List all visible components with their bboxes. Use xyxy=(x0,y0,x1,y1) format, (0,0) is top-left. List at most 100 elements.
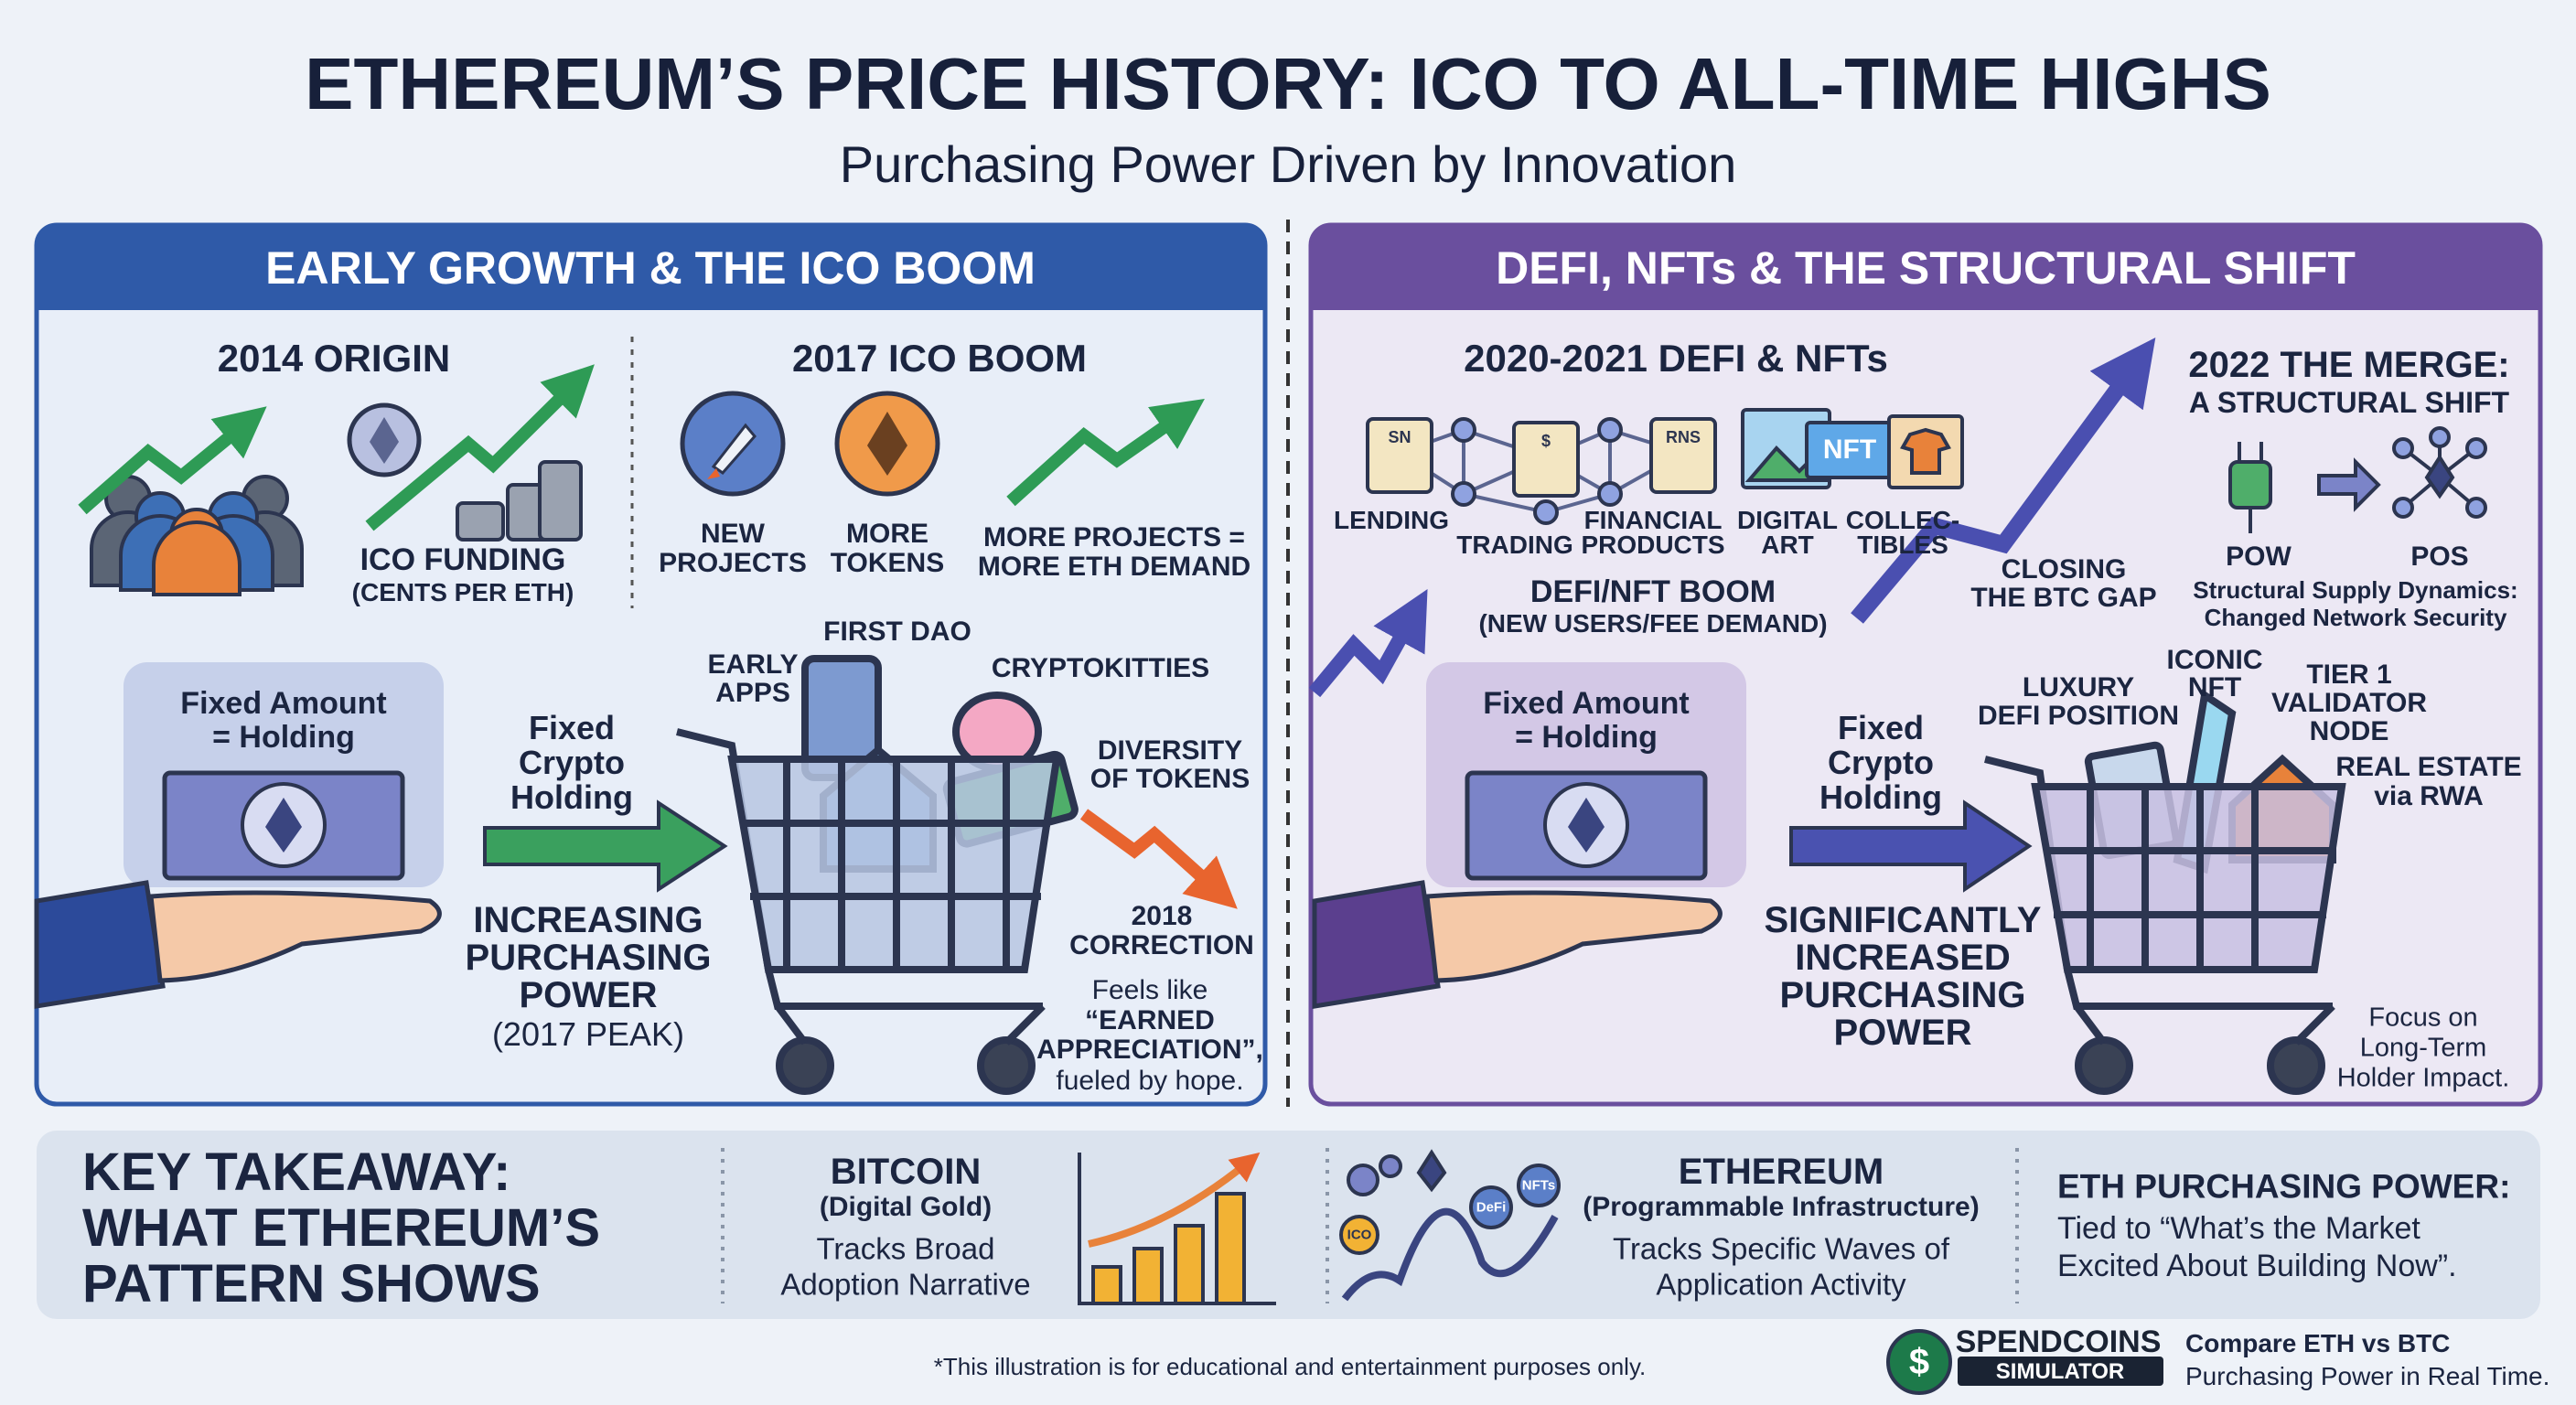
tagline: Compare ETH vs BTC xyxy=(2185,1329,2451,1357)
defi-label: PRODUCTS xyxy=(1581,531,1725,559)
panel-title: EARLY GROWTH & THE ICO BOOM xyxy=(265,242,1036,294)
arrow-label: Fixed xyxy=(1837,709,1925,746)
merge-icons xyxy=(2424,454,2455,499)
defi-label: LENDING xyxy=(1334,506,1449,534)
takeaway-band xyxy=(721,1148,2019,1303)
bitcoin-chart xyxy=(1078,1152,1276,1305)
defi-network xyxy=(1900,427,1951,475)
ethereum-waves xyxy=(1517,1164,1561,1207)
defi-network xyxy=(1533,499,1559,525)
defi-label: COLLEC- xyxy=(1845,506,1960,534)
focus-note: Long-Term xyxy=(2359,1033,2487,1063)
tagline: Purchasing Power in Real Time. xyxy=(2185,1362,2550,1390)
boom-label: DEFI/NFT BOOM xyxy=(1530,574,1776,609)
item-label: NEW xyxy=(701,519,765,549)
brand-symbol: $ xyxy=(1908,1342,1930,1382)
eth-token-coin xyxy=(834,391,940,497)
takeaway-heading: WHAT ETHEREUM’S xyxy=(82,1198,601,1258)
cart xyxy=(2073,1003,2335,1046)
right-panel xyxy=(1311,225,2540,310)
takeaway-desc: Excited About Building Now”. xyxy=(2057,1249,2457,1283)
icon-text: DeFi xyxy=(1476,1199,1507,1216)
arrow-label: Holding xyxy=(510,778,633,816)
cart xyxy=(774,1003,1046,1046)
cart xyxy=(676,655,1079,1095)
hand xyxy=(1312,880,1723,1009)
takeaway-name: BITCOIN xyxy=(830,1152,982,1192)
people-icon xyxy=(152,520,242,596)
ethereum-waves xyxy=(1347,1164,1379,1196)
hand xyxy=(1312,880,1441,1009)
cart-label: ICONIC xyxy=(2166,645,2263,675)
box-label: = Holding xyxy=(1515,720,1658,755)
hand xyxy=(1424,890,1723,983)
correction-arrow xyxy=(1079,809,1238,909)
box-label: = Holding xyxy=(212,720,355,755)
defi-label: TRADING xyxy=(1456,531,1573,559)
eth-coin xyxy=(347,402,422,477)
cart-label: VALIDATOR xyxy=(2271,688,2427,718)
takeaway-tag: (Digital Gold) xyxy=(819,1192,993,1222)
cart xyxy=(2045,787,2335,970)
cart xyxy=(741,759,1050,970)
quote: Feels like xyxy=(1091,975,1208,1005)
item-label: TOKENS xyxy=(830,548,945,578)
arrow-label: Crypto xyxy=(1828,744,1934,781)
cart-label: NODE xyxy=(2309,716,2389,746)
merge-icons xyxy=(2465,497,2487,519)
boom-label: (NEW USERS/FEE DEMAND) xyxy=(1478,609,1828,638)
defi-network xyxy=(1366,408,1964,525)
merge-icons xyxy=(2317,457,2381,512)
cart-label: DIVERSITY xyxy=(1097,735,1243,766)
defi-network xyxy=(1597,417,1623,443)
merge-icons xyxy=(2228,460,2272,509)
takeaway-band xyxy=(37,1131,2540,1319)
bitcoin-chart xyxy=(1091,1265,1122,1305)
box-label: Fixed Amount xyxy=(180,686,387,721)
left-panel xyxy=(37,225,1265,310)
bitcoin-chart xyxy=(1215,1192,1246,1305)
hand xyxy=(34,880,442,1009)
eth-token-coin xyxy=(867,412,907,476)
cart-label: DEFI POSITION xyxy=(1977,701,2180,731)
hand xyxy=(148,890,442,983)
item-label: PROJECTS xyxy=(659,548,807,578)
merge-icons xyxy=(2392,497,2414,519)
icon-text: ICO xyxy=(1347,1227,1372,1243)
icon-text: SN xyxy=(1388,428,1411,446)
bitcoin-chart xyxy=(1078,1153,1276,1305)
defi-network xyxy=(1451,481,1476,507)
icon-text: NFTs xyxy=(1521,1177,1556,1194)
focus-note: Holder Impact. xyxy=(2336,1063,2510,1093)
ethereum-waves xyxy=(1339,1215,1379,1255)
merge-label: POS xyxy=(2410,542,2469,572)
rocket-coin xyxy=(680,391,786,497)
flow-arrow xyxy=(1789,799,2033,893)
defi-label: FINANCIAL xyxy=(1583,506,1723,534)
result: INCREASING xyxy=(473,900,703,940)
merge-caption: Changed Network Security xyxy=(2204,604,2507,631)
bitcoin-chart xyxy=(1132,1247,1164,1305)
defi-label: TIBLES xyxy=(1857,531,1948,559)
takeaway-desc: Tied to “What’s the Market xyxy=(2057,1211,2420,1246)
takeaway-desc: Tracks Specific Waves of xyxy=(1613,1231,1949,1266)
cart-label: REAL ESTATE xyxy=(2335,752,2522,782)
box-label: Fixed Amount xyxy=(1483,686,1690,721)
ethereum-waves xyxy=(1341,1207,1559,1302)
bitcoin-chart xyxy=(1174,1224,1205,1305)
item-label: MORE xyxy=(846,519,928,549)
cart xyxy=(776,1036,834,1095)
arrow-label: Holding xyxy=(1819,778,1942,816)
takeaway-desc: Tracks Broad xyxy=(816,1231,995,1266)
quote: APPRECIATION”, xyxy=(1036,1035,1263,1065)
defi-network xyxy=(1597,481,1623,507)
defi-network xyxy=(1366,417,1433,494)
section-heading: 2014 ORIGIN xyxy=(217,337,451,380)
item-label: MORE ETH DEMAND xyxy=(977,552,1251,582)
caption: ICO FUNDING xyxy=(360,542,566,577)
merge-icons xyxy=(2465,437,2487,459)
gap-label: THE BTC GAP xyxy=(1970,583,2157,613)
ethereum-waves xyxy=(1416,1149,1447,1193)
hand xyxy=(34,880,166,1009)
